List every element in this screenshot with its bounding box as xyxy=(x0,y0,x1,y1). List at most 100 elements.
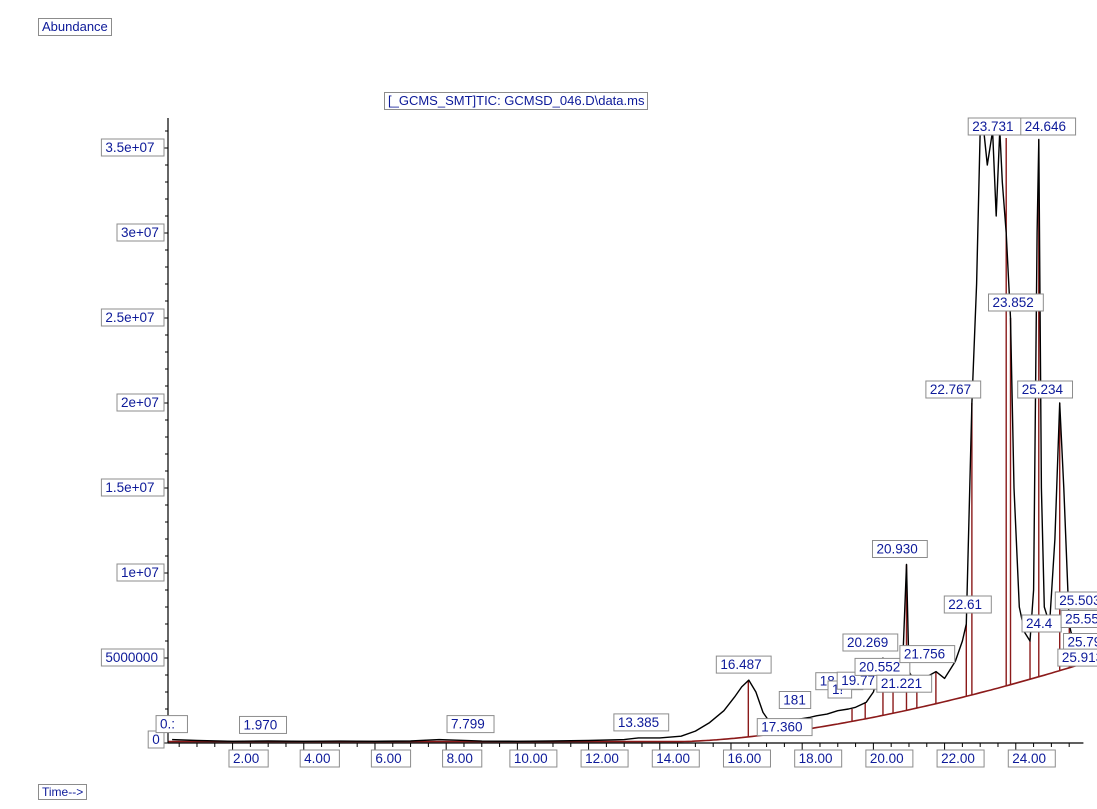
peak-label: 25.554 xyxy=(1060,610,1097,628)
x-tick-label-text: 20.00 xyxy=(870,751,904,766)
x-tick-label-text: 12.00 xyxy=(585,751,619,766)
y-tick-label: 1e+07 xyxy=(116,563,165,582)
peak-label: 0.: xyxy=(155,715,188,734)
peak-label-box xyxy=(1020,117,1077,136)
peak-label: 181 xyxy=(778,691,812,709)
peak-label-text: 13.385 xyxy=(618,715,659,730)
peak-label-text: 25.791 xyxy=(1068,635,1097,650)
y-tick-label-text: 0 xyxy=(152,732,160,747)
peak-label-box xyxy=(871,540,928,558)
peak-label-text: 25.503 xyxy=(1059,593,1097,608)
peak-label: 7.799 xyxy=(446,715,495,734)
peak-label-text: 17.360 xyxy=(761,720,802,735)
x-tick-label: 16.00 xyxy=(722,749,771,768)
x-tick-label-text: 2.00 xyxy=(233,751,259,766)
y-tick-label-text: 1.5e+07 xyxy=(105,480,154,495)
peak-label-text: 0.: xyxy=(160,717,175,732)
peak-label-text: 22.61 xyxy=(948,597,982,612)
y-tick-label: 5000000 xyxy=(100,648,165,667)
peak-label-text: 22.767 xyxy=(930,382,971,397)
peak-label: 13.385 xyxy=(613,713,670,732)
peak-label: 22.61 xyxy=(943,595,992,614)
peak-label-box xyxy=(899,645,956,664)
x-tick-label-text: 22.00 xyxy=(941,751,975,766)
x-tick-label: 24.00 xyxy=(1007,749,1056,768)
chart-title: [_GCMS_SMT]TIC: GCMSD_046.D\data.ms xyxy=(384,92,649,110)
x-tick-label-box xyxy=(370,749,412,768)
peak-label-text: 181 xyxy=(783,693,806,708)
peak-label-box xyxy=(613,713,670,732)
peak-label-text: 20.269 xyxy=(847,635,888,650)
x-tick-label-box xyxy=(228,749,269,768)
peak-label-box xyxy=(1060,610,1097,628)
peak-label: 20.930 xyxy=(871,540,928,558)
peak-label-text: 1.970 xyxy=(244,717,278,732)
x-tick-label-text: 6.00 xyxy=(375,751,401,766)
x-tick-label: 12.00 xyxy=(580,749,629,768)
y-tick-label-box xyxy=(116,393,165,412)
y-tick-label: 3e+07 xyxy=(116,223,165,242)
peak-label: 25.503 xyxy=(1054,591,1097,610)
x-tick-label-box xyxy=(722,749,771,768)
y-tick-label: 1.5e+07 xyxy=(100,478,165,497)
x-tick-label: 10.00 xyxy=(509,749,558,768)
y-tick-label: 0 xyxy=(147,730,165,749)
x-tick-label-box xyxy=(509,749,558,768)
x-tick-label-text: 18.00 xyxy=(799,751,833,766)
x-tick-label: 4.00 xyxy=(299,749,340,768)
peak-label-box xyxy=(446,715,495,734)
peak-label-text: 25.554 xyxy=(1065,612,1097,627)
peak-label: 25.791 xyxy=(1063,633,1097,651)
y-tick-label-text: 2.5e+07 xyxy=(105,310,154,325)
x-tick-label-text: 24.00 xyxy=(1012,751,1046,766)
x-tick-label-text: 10.00 xyxy=(514,751,548,766)
peak-label-box xyxy=(1054,591,1097,610)
x-tick-label-box xyxy=(865,749,914,768)
peak-label-text: 25.913 xyxy=(1062,650,1097,665)
x-tick-label-box xyxy=(936,749,985,768)
x-tick-label-box xyxy=(442,749,483,768)
peak-label-text: 21.221 xyxy=(881,676,922,691)
peak-label-box xyxy=(876,674,933,693)
y-tick-label-box xyxy=(116,563,165,582)
peak-label: 23.731 xyxy=(967,117,1024,136)
peak-label: 1.970 xyxy=(239,715,288,734)
peak-label-text: 20.552 xyxy=(859,659,900,674)
x-tick-label: 22.00 xyxy=(936,749,985,768)
y-tick-label: 2e+07 xyxy=(116,393,165,412)
peak-label-box xyxy=(943,595,992,614)
peak-label: 24.646 xyxy=(1020,117,1077,136)
x-tick-label-text: 8.00 xyxy=(447,751,473,766)
peak-label-text: 19.77 xyxy=(841,673,875,688)
y-tick-label: 3.5e+07 xyxy=(100,138,165,157)
y-tick-label-text: 3e+07 xyxy=(121,225,159,240)
x-tick-label: 2.00 xyxy=(228,749,269,768)
y-tick-label-text: 3.5e+07 xyxy=(105,140,154,155)
peak-label-box xyxy=(778,691,812,709)
y-tick-label-box xyxy=(116,223,165,242)
y-tick-label-text: 1e+07 xyxy=(121,565,159,580)
x-axis-title: Time--> xyxy=(38,784,88,800)
peak-label-box xyxy=(988,293,1044,312)
y-tick-label-box xyxy=(100,138,165,157)
x-tick-label-text: 16.00 xyxy=(727,751,761,766)
x-tick-label: 8.00 xyxy=(442,749,483,768)
peak-label-box xyxy=(842,633,899,652)
peak-label-text: 23.852 xyxy=(993,295,1034,310)
x-tick-label: 18.00 xyxy=(794,749,843,768)
peak-labels-layer: 0.:1.9707.79913.38516.48717.36018118.871… xyxy=(155,117,1097,737)
x-tick-label: 14.00 xyxy=(651,749,700,768)
peak-label: 23.852 xyxy=(988,293,1044,312)
y-tick-label-text: 2e+07 xyxy=(121,395,159,410)
peak-label: 19.77 xyxy=(836,671,885,690)
peak-label-box xyxy=(155,715,188,734)
peak-label: 24.4 xyxy=(1021,614,1062,633)
peak-label-text: 20.930 xyxy=(876,542,917,557)
peak-label-box xyxy=(1057,648,1097,667)
x-tick-label-box xyxy=(794,749,843,768)
x-tick-label-box xyxy=(299,749,340,768)
peak-label: 17.360 xyxy=(756,718,813,737)
y-tick-label-box xyxy=(100,478,165,497)
peak-label-box xyxy=(925,380,982,399)
peak-label: 16.487 xyxy=(715,655,772,674)
